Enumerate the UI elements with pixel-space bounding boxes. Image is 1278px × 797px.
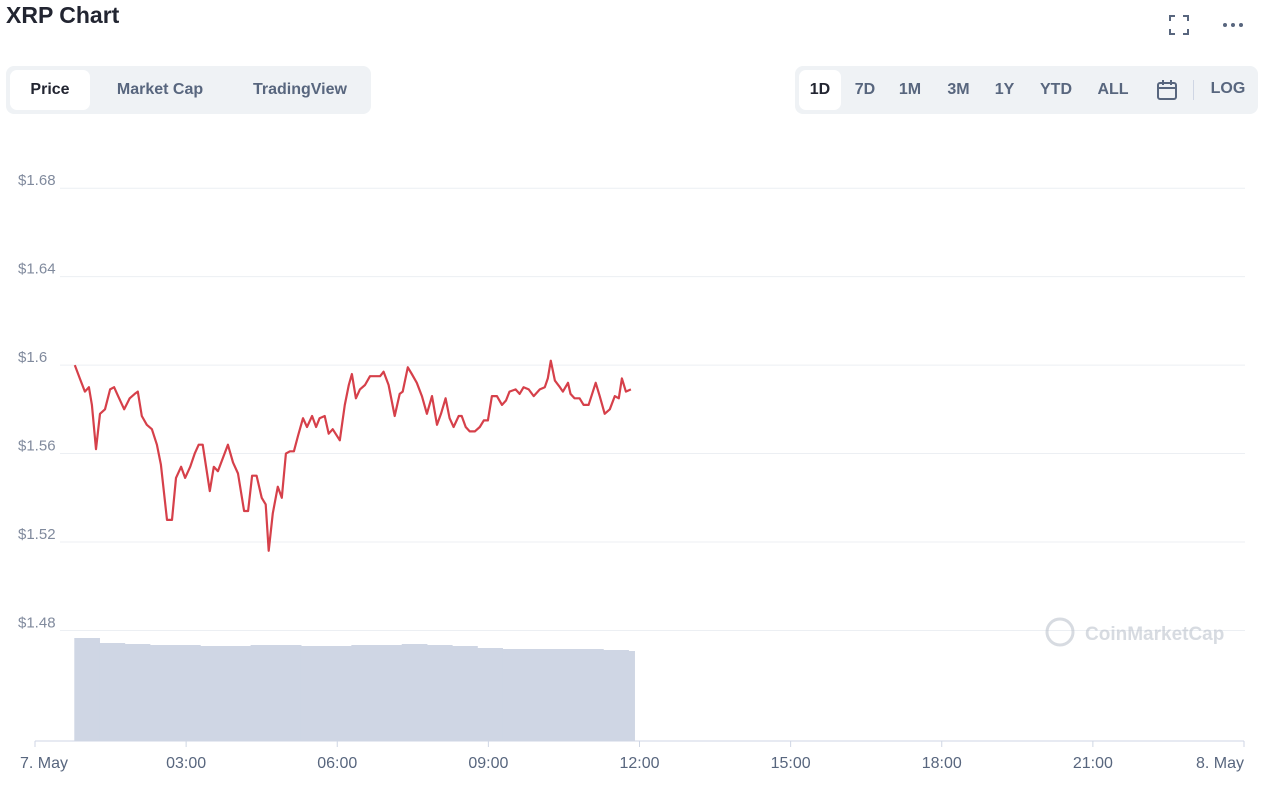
volume-bar xyxy=(578,649,604,741)
range-button[interactable]: 7D xyxy=(854,81,876,98)
volume-bar xyxy=(477,648,503,741)
x-tick-label: 21:00 xyxy=(1073,755,1113,772)
x-tick-label: 8. May xyxy=(1196,755,1244,772)
y-tick-label: $1.48 xyxy=(18,614,56,631)
fullscreen-icon[interactable] xyxy=(1168,14,1190,36)
y-tick-label: $1.52 xyxy=(18,526,56,543)
volume-bar xyxy=(300,646,327,741)
calendar-icon[interactable] xyxy=(1156,79,1178,101)
x-tick-label: 18:00 xyxy=(922,755,962,772)
range-button[interactable]: 3M xyxy=(947,81,970,98)
chart-title: XRP Chart xyxy=(6,2,120,28)
more-icon[interactable] xyxy=(1220,14,1246,36)
tab-button[interactable]: Market Cap xyxy=(116,81,204,98)
volume-bar xyxy=(326,646,352,741)
range-button[interactable]: 1M xyxy=(898,81,922,98)
tab-button[interactable]: Price xyxy=(10,70,90,110)
watermark-logo xyxy=(1045,617,1075,647)
y-tick-label: $1.68 xyxy=(18,172,56,189)
volume-bar xyxy=(99,643,126,741)
volume-bar xyxy=(452,646,478,741)
watermark-text: CoinMarketCap xyxy=(1085,624,1224,645)
y-tick-label: $1.6 xyxy=(18,349,47,366)
volume-bar xyxy=(502,649,529,741)
range-button[interactable]: ALL xyxy=(1097,81,1129,98)
volume-bar xyxy=(426,645,453,741)
range-button[interactable]: 1D xyxy=(799,70,841,110)
volume-bar xyxy=(552,649,579,741)
volume-bar xyxy=(149,645,176,741)
watermark: CoinMarketCap xyxy=(1045,617,1224,647)
range-button[interactable]: YTD xyxy=(1040,81,1072,98)
x-tick-label: 7. May xyxy=(20,755,68,772)
volume-bar xyxy=(603,650,629,741)
range-group: 1D 7D 1M 3M 1Y YTD ALL LOG xyxy=(795,66,1258,114)
volume-bar xyxy=(628,651,635,741)
range-button[interactable]: 1Y xyxy=(994,81,1015,98)
volume-bar xyxy=(401,644,428,741)
volume-bar xyxy=(225,646,252,741)
volume-bar xyxy=(175,645,201,741)
x-tick-label: 15:00 xyxy=(771,755,811,772)
volume-bar xyxy=(275,645,302,741)
x-tick-label: 03:00 xyxy=(166,755,206,772)
volume-bar xyxy=(124,644,151,741)
x-tick-label: 12:00 xyxy=(619,755,659,772)
y-tick-label: $1.64 xyxy=(18,261,56,278)
separator xyxy=(1193,80,1194,100)
tab-group: Price Market Cap TradingView xyxy=(6,66,371,114)
volume-bar xyxy=(74,638,100,741)
volume-bar xyxy=(351,645,378,741)
log-button[interactable]: LOG xyxy=(1210,80,1246,97)
volume-bar xyxy=(527,649,554,741)
x-tick-label: 06:00 xyxy=(317,755,357,772)
volume-bar xyxy=(200,646,226,741)
volume-bar xyxy=(376,645,403,741)
y-tick-label: $1.56 xyxy=(18,438,56,455)
x-tick-label: 09:00 xyxy=(468,755,508,772)
tab-button[interactable]: TradingView xyxy=(253,81,347,98)
volume-bar xyxy=(250,645,277,741)
price-line xyxy=(73,359,632,552)
